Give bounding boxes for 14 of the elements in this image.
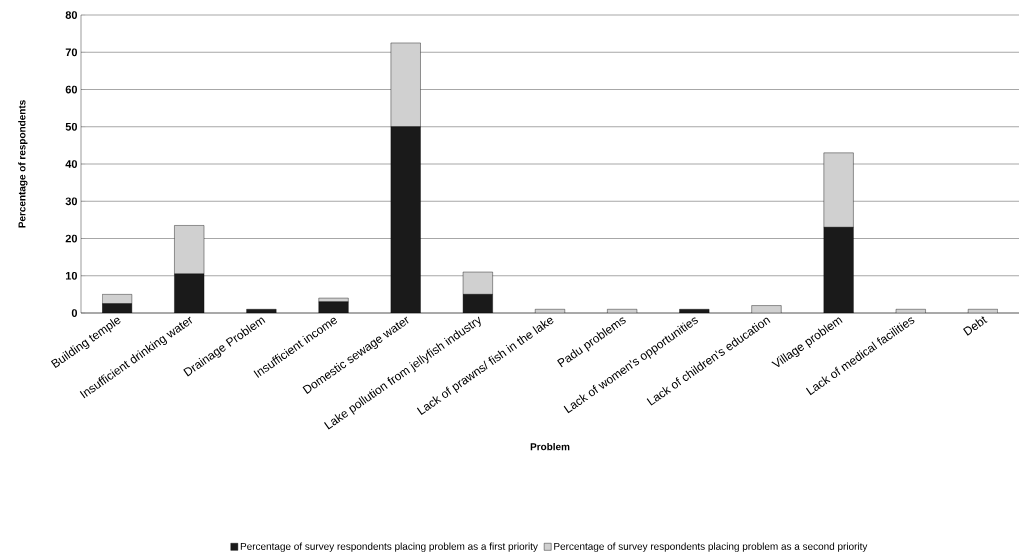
legend-label: Percentage of survey respondents placing problem as a second priority (554, 542, 868, 552)
y-tick-label: 0 (71, 309, 78, 317)
y-tick-label: 20 (65, 234, 78, 243)
y-tick-label: 50 (65, 122, 78, 131)
y-tick-label: 40 (65, 160, 78, 168)
y-tick-label: 10 (65, 271, 78, 280)
y-tick-label: 60 (65, 85, 78, 94)
y-tick-label: 80 (65, 11, 78, 19)
x-tick-label: Debt (963, 316, 988, 336)
y-tick-label: 70 (65, 48, 78, 57)
y-axis-title: Percentage of respondents (18, 100, 28, 228)
legend-label: Percentage of survey respondents placing problem as a first priority (240, 542, 538, 552)
y-tick-label: 30 (65, 197, 78, 206)
x-axis-title: Problem (530, 442, 570, 451)
